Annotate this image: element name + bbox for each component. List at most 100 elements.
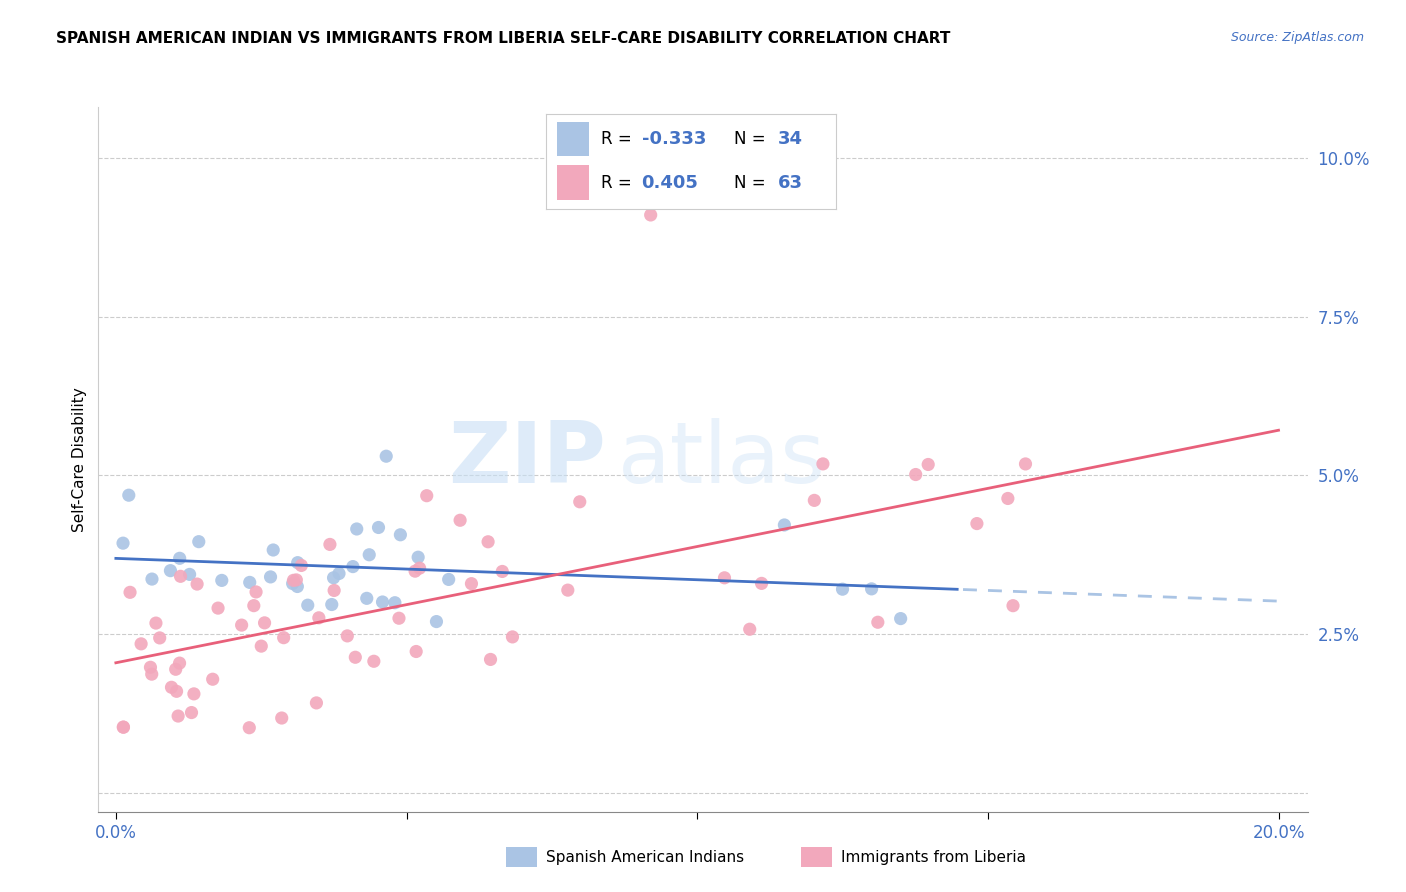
Point: [359, 548, 381, 562]
Text: SPANISH AMERICAN INDIAN VS IMMIGRANTS FROM LIBERIA SELF-CARE DISABILITY CORRELAT: SPANISH AMERICAN INDIAN VS IMMIGRANTS FR…: [56, 31, 950, 46]
Point: [640, 208, 662, 222]
Point: [751, 576, 773, 591]
Point: [169, 569, 191, 583]
Point: [169, 551, 191, 566]
Point: [404, 564, 426, 578]
Point: [285, 580, 308, 594]
Point: [803, 493, 825, 508]
Point: [425, 615, 447, 629]
Point: [479, 652, 502, 666]
Text: atlas: atlas: [619, 417, 827, 501]
Point: [738, 622, 761, 636]
Point: [250, 639, 273, 653]
Point: [141, 572, 163, 586]
Text: Source: ZipAtlas.com: Source: ZipAtlas.com: [1230, 31, 1364, 45]
Point: [773, 518, 796, 533]
Point: [139, 660, 162, 674]
Point: [245, 585, 267, 599]
Point: [183, 687, 205, 701]
Text: Spanish American Indians: Spanish American Indians: [546, 850, 744, 864]
Point: [308, 611, 330, 625]
Point: [283, 574, 305, 588]
Text: ZIP: ZIP: [449, 417, 606, 501]
Point: [169, 656, 191, 670]
Point: [160, 681, 183, 695]
Point: [262, 543, 284, 558]
Point: [501, 630, 523, 644]
Point: [997, 491, 1019, 506]
Point: [321, 598, 343, 612]
Point: [568, 495, 591, 509]
Point: [118, 585, 141, 599]
Point: [273, 631, 295, 645]
Point: [145, 616, 167, 631]
Point: [346, 522, 368, 536]
Point: [239, 575, 262, 590]
Point: [557, 583, 579, 598]
Point: [966, 516, 988, 531]
Point: [187, 534, 209, 549]
Point: [201, 672, 224, 686]
Point: [388, 611, 411, 625]
Point: [405, 644, 427, 658]
Point: [243, 599, 266, 613]
Point: [165, 662, 187, 676]
Point: [384, 596, 406, 610]
Point: [287, 556, 309, 570]
Point: [375, 449, 398, 463]
Point: [336, 629, 359, 643]
Y-axis label: Self-Care Disability: Self-Care Disability: [72, 387, 87, 532]
Point: [1001, 599, 1024, 613]
Point: [406, 550, 429, 565]
Point: [917, 458, 939, 472]
Point: [831, 582, 853, 597]
Point: [159, 564, 181, 578]
Point: [460, 576, 482, 591]
Point: [253, 615, 276, 630]
Point: [166, 684, 188, 698]
Point: [186, 577, 208, 591]
Point: [259, 570, 281, 584]
Point: [211, 574, 233, 588]
Point: [270, 711, 292, 725]
Point: [112, 720, 135, 734]
Point: [477, 534, 499, 549]
Point: [281, 576, 304, 591]
Point: [408, 561, 430, 575]
Point: [437, 573, 460, 587]
Point: [890, 611, 912, 625]
Point: [367, 520, 389, 534]
Point: [129, 637, 152, 651]
Point: [323, 583, 346, 598]
Point: [328, 566, 350, 581]
Point: [167, 709, 190, 723]
Point: [149, 631, 172, 645]
Point: [207, 601, 229, 615]
Point: [285, 573, 308, 587]
Point: [231, 618, 253, 632]
Point: [305, 696, 328, 710]
Point: [811, 457, 834, 471]
Point: [344, 650, 367, 665]
Point: [491, 565, 513, 579]
Point: [713, 571, 735, 585]
Point: [112, 720, 135, 734]
Point: [389, 528, 412, 542]
Point: [860, 582, 883, 596]
Point: [118, 488, 141, 502]
Point: [371, 595, 394, 609]
Point: [238, 721, 260, 735]
Point: [449, 513, 471, 527]
Point: [363, 654, 385, 668]
Point: [322, 571, 344, 585]
Point: [290, 558, 312, 573]
Point: [319, 537, 342, 551]
Point: [342, 559, 364, 574]
Point: [356, 591, 378, 606]
Point: [179, 567, 201, 582]
Point: [866, 615, 889, 630]
Point: [297, 598, 319, 612]
Point: [141, 667, 163, 681]
Text: Immigrants from Liberia: Immigrants from Liberia: [841, 850, 1026, 864]
Point: [416, 489, 439, 503]
